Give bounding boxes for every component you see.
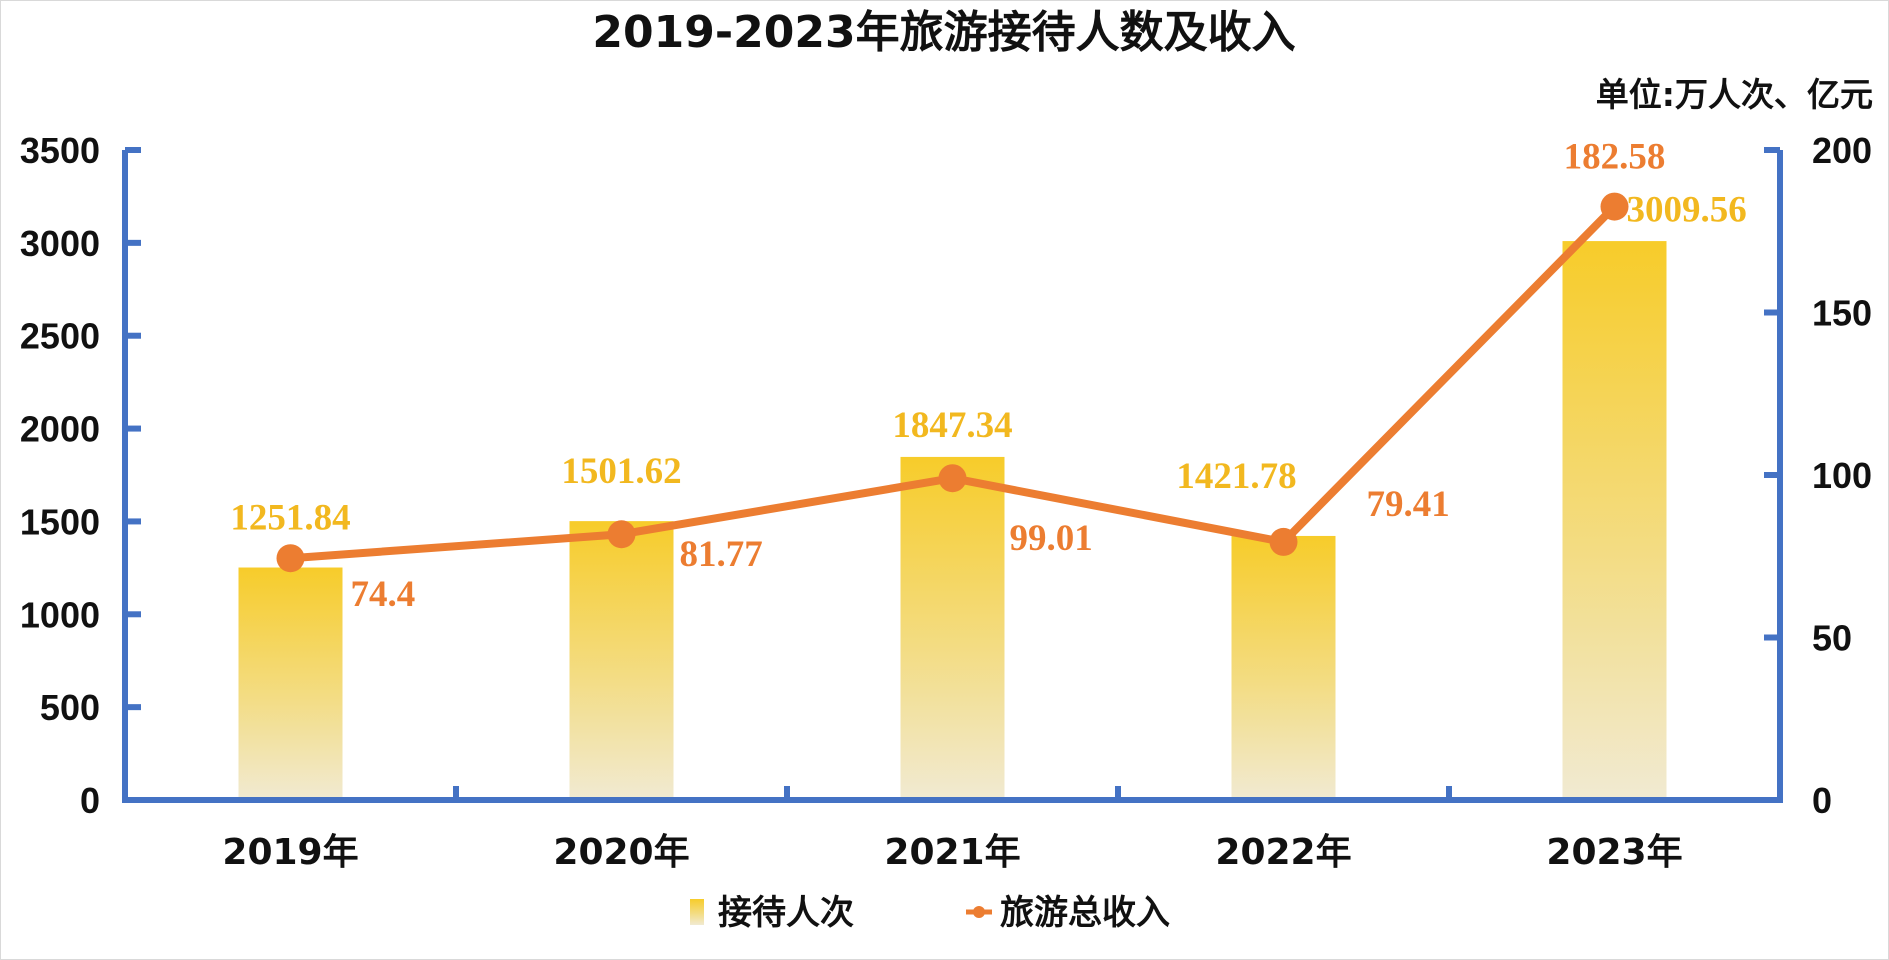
x-tick-label-2: 2021年 <box>884 832 1020 873</box>
bar-1 <box>569 521 674 800</box>
y-left-tick-label-7: 3500 <box>20 130 100 171</box>
bar-2 <box>900 456 1005 800</box>
revenue-value-label-2: 99.01 <box>1010 518 1093 559</box>
revenue-value-label-4: 182.58 <box>1564 137 1666 178</box>
revenue-value-label-3: 79.41 <box>1367 484 1450 525</box>
x-tick-label-3: 2022年 <box>1215 832 1351 873</box>
legend-label-visitors: 接待人次 <box>718 893 854 933</box>
chart-title: 2019-2023年旅游接待人数及收入 <box>592 7 1295 58</box>
revenue-value-label-1: 81.77 <box>680 534 763 575</box>
x-tick-label-1: 2020年 <box>553 832 689 873</box>
revenue-point-4 <box>1600 192 1629 221</box>
y-left-tick-label-5: 2500 <box>20 316 100 357</box>
y-left-tick-label-3: 1500 <box>20 501 100 542</box>
revenue-value-label-0: 74.4 <box>351 574 416 615</box>
y-left-tick-label-6: 3000 <box>20 223 100 264</box>
y-left-tick-label-1: 500 <box>40 687 100 728</box>
y-right-tick-label-1: 50 <box>1812 618 1852 659</box>
bar-value-label-3: 1421.78 <box>1176 456 1296 497</box>
legend-label-revenue: 旅游总收入 <box>1000 893 1170 933</box>
revenue-point-2 <box>938 464 967 493</box>
bar-value-label-4: 3009.56 <box>1627 190 1747 231</box>
y-right-tick-label-4: 200 <box>1812 130 1872 171</box>
y-right-tick-label-3: 150 <box>1812 293 1872 334</box>
bar-3 <box>1231 535 1336 800</box>
x-tick-label-0: 2019年 <box>222 832 358 873</box>
legend-line-marker <box>973 906 985 918</box>
legend-bar-swatch <box>690 899 704 925</box>
y-left-tick-label-2: 1000 <box>20 594 100 635</box>
revenue-point-1 <box>607 520 636 549</box>
y-right-tick-label-0: 0 <box>1812 780 1832 821</box>
y-right-tick-label-2: 100 <box>1812 455 1872 496</box>
y-left-tick-label-0: 0 <box>80 780 100 821</box>
unit-note: 单位:万人次、亿元 <box>1596 75 1873 114</box>
bar-value-label-0: 1251.84 <box>230 498 350 539</box>
bar-value-label-2: 1847.34 <box>892 405 1012 446</box>
bar-0 <box>238 567 343 800</box>
x-tick-label-4: 2023年 <box>1546 832 1682 873</box>
bar-value-label-1: 1501.62 <box>561 451 681 492</box>
revenue-point-0 <box>276 544 305 573</box>
y-left-tick-label-4: 2000 <box>20 409 100 450</box>
revenue-point-3 <box>1269 527 1298 556</box>
legend: 接待人次 旅游总收入 <box>690 893 1170 933</box>
bar-4 <box>1562 241 1667 800</box>
